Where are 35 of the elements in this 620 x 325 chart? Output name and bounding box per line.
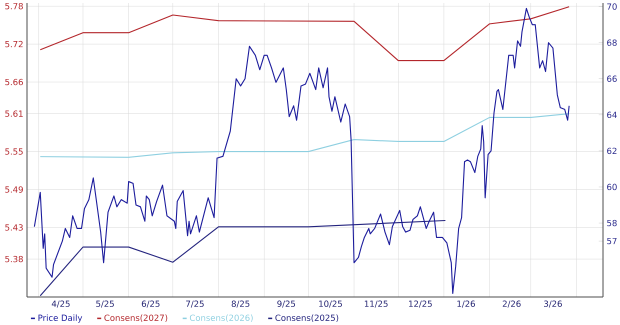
y2-tick-label: 62 [607,148,616,154]
x-tick-label: 4/25 [52,300,70,308]
y-tick-label: 5.55 [5,148,23,155]
x-tick-label: 10/25 [319,300,342,308]
y2-tick-label: 68 [607,39,617,46]
y-tick-label: 5.38 [5,256,23,262]
y2-tick-label: 70 [607,3,617,10]
y-tick-label: 5.61 [5,110,23,117]
y-tick-label: 5.78 [5,2,23,10]
y-tick-label: 5.49 [5,186,23,193]
x-tick-label: 7/25 [186,300,204,308]
y2-tick-label: 66 [607,76,617,82]
y2-tick-label: 58 [607,220,617,226]
line-series [40,6,570,62]
legend-label: Consens(2026) [190,314,253,322]
x-tick-label: 2/26 [502,300,521,308]
y2-tick-label: 57 [607,238,617,244]
x-tick-label: 11/25 [364,300,388,308]
y-tick-label: 5.72 [5,40,23,48]
x-tick-label: 12/25 [409,300,432,308]
y2-tick-label: 60 [607,184,617,190]
line-series [40,220,446,296]
x-tick-label: 3/26 [544,300,562,308]
x-tick-label: 5/25 [96,300,114,308]
x-tick-label: 1/26 [457,300,475,308]
legend-label: Price Daily [38,314,82,323]
x-tick-label: 9/25 [277,300,296,308]
y-tick-label: 5.43 [5,224,23,231]
y2-tick-label: 64 [607,112,617,118]
x-tick-label: 6/25 [142,300,160,308]
x-tick-label: 8/25 [232,300,250,308]
legend-label: Consens(2025) [275,314,338,322]
legend-label: Consens(2027) [104,314,168,322]
line-series [40,113,570,158]
y-tick-label: 5.66 [5,78,23,86]
